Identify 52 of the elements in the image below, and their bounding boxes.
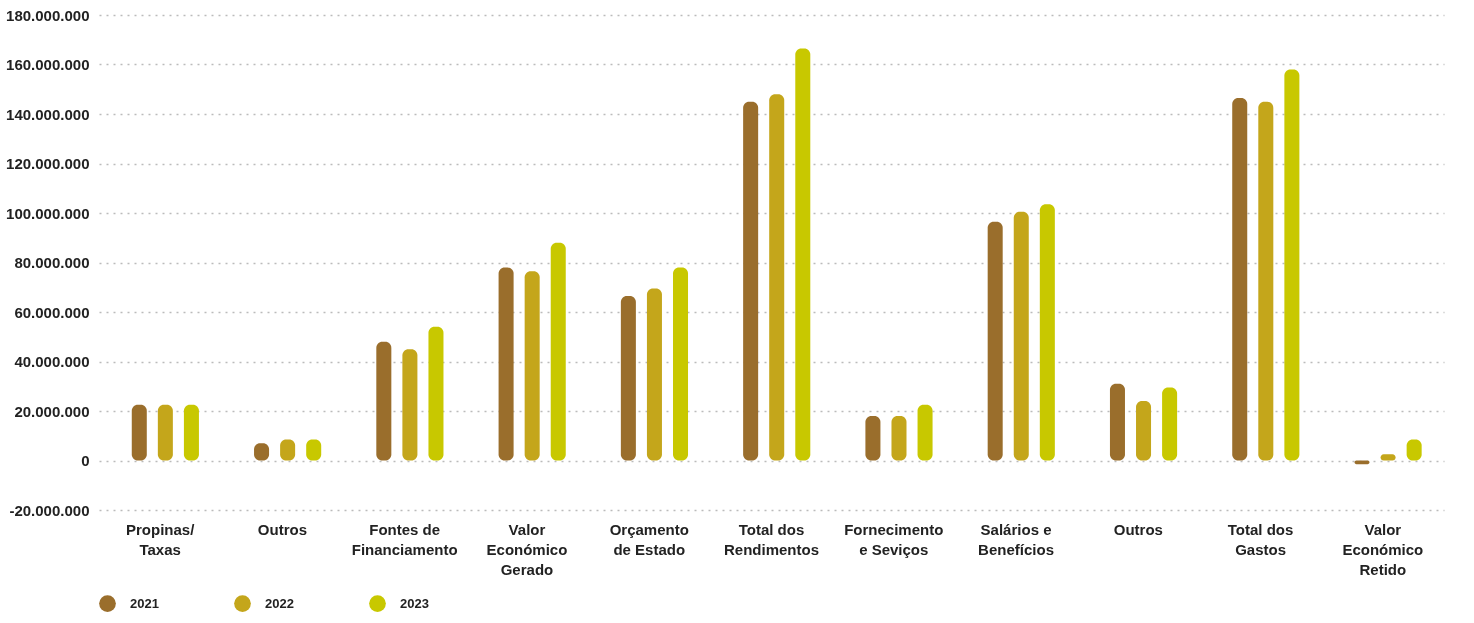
bar	[1039, 204, 1055, 461]
bar	[1258, 101, 1274, 461]
bar	[1284, 69, 1300, 461]
x-tick-label: Valor Económico Gerado	[486, 520, 568, 578]
bar	[891, 415, 907, 461]
y-tick-label: 60.000.000	[14, 303, 90, 321]
x-tick-label: Total dos Gastos	[1227, 520, 1294, 558]
x-tick-label: Orçamento de Estado	[609, 520, 689, 558]
bar	[498, 267, 514, 461]
x-tick-label: Outros	[257, 520, 307, 538]
bar	[620, 295, 636, 461]
y-tick-label: 40.000.000	[14, 353, 90, 370]
x-tick-label: Fontes de Financiamento	[351, 520, 458, 558]
y-tick-label: 80.000.000	[14, 254, 90, 271]
x-tick-label: Fornecimento e Seviços	[844, 520, 944, 558]
bar	[987, 221, 1003, 461]
y-tick-label: 120.000.000	[6, 155, 90, 172]
bar	[183, 404, 199, 461]
bar	[1136, 401, 1152, 461]
legend-label: 2021	[130, 595, 159, 611]
x-tick-label: Propinas/ Taxas	[125, 520, 196, 558]
bar	[1232, 97, 1248, 461]
bar	[743, 101, 759, 461]
bar	[550, 242, 566, 461]
bar	[1013, 211, 1029, 461]
bar	[1162, 387, 1178, 461]
x-tick-label: Outros	[1113, 520, 1163, 538]
bar	[428, 326, 444, 461]
x-tick-label: Total dos Rendimentos	[723, 520, 820, 558]
bar	[131, 404, 147, 461]
bar	[673, 267, 689, 461]
y-tick-label: 140.000.000	[6, 105, 90, 123]
y-tick-label: 20.000.000	[14, 402, 90, 420]
bar	[769, 94, 785, 461]
bar	[917, 404, 933, 461]
y-tick-label: 0	[81, 452, 90, 469]
bar	[1109, 383, 1125, 461]
bar	[646, 288, 662, 461]
y-tick-label: -20.000.000	[9, 501, 90, 519]
x-tick-label: Salários e Benefícios	[978, 520, 1054, 558]
bar	[865, 415, 881, 461]
y-tick-label: 180.000.000	[6, 6, 90, 24]
y-tick-label: 100.000.000	[6, 204, 90, 222]
legend-label: 2023	[400, 595, 429, 611]
bar	[524, 271, 540, 461]
legend-label: 2022	[265, 595, 294, 611]
bar	[795, 48, 811, 461]
bar	[402, 349, 418, 461]
bar	[157, 404, 173, 461]
y-tick-label: 160.000.000	[6, 56, 90, 73]
x-tick-label: Valor Económico Retido	[1342, 520, 1424, 578]
bar	[376, 341, 392, 461]
